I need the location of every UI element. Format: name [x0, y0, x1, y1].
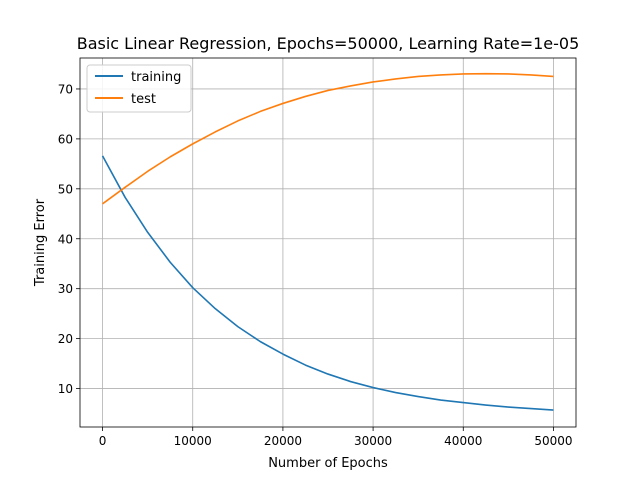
y-tick-label: 10: [58, 382, 73, 396]
legend: training test: [86, 64, 192, 113]
series-line-test: [102, 72, 554, 205]
y-tick-label: 20: [58, 332, 73, 346]
x-axis: 0 10000 20000 30000 40000 50000: [99, 427, 573, 448]
y-axis: 10 20 30 40 50 60 70: [58, 82, 80, 396]
x-tick-label: 30000: [354, 434, 392, 448]
x-tick-label: 40000: [444, 434, 482, 448]
y-tick-label: 60: [58, 132, 73, 146]
x-axis-label: Number of Epochs: [268, 456, 388, 471]
x-tick-label: 10000: [174, 434, 212, 448]
legend-label-test: test: [131, 92, 156, 107]
x-tick-label: 50000: [534, 434, 572, 448]
chart-title: Basic Linear Regression, Epochs=50000, L…: [77, 34, 580, 53]
x-tick-label: 0: [99, 434, 107, 448]
y-tick-label: 30: [58, 282, 73, 296]
y-axis-label: Training Error: [33, 198, 48, 287]
plot-frame: [79, 57, 577, 428]
y-tick-label: 70: [58, 82, 73, 96]
legend-label-training: training: [131, 70, 181, 85]
y-tick-label: 50: [58, 182, 73, 196]
y-tick-label: 40: [58, 232, 73, 246]
series-line-training: [101, 155, 554, 411]
grid: [80, 58, 576, 427]
series-layer: [101, 72, 554, 411]
x-tick-label: 20000: [264, 434, 302, 448]
